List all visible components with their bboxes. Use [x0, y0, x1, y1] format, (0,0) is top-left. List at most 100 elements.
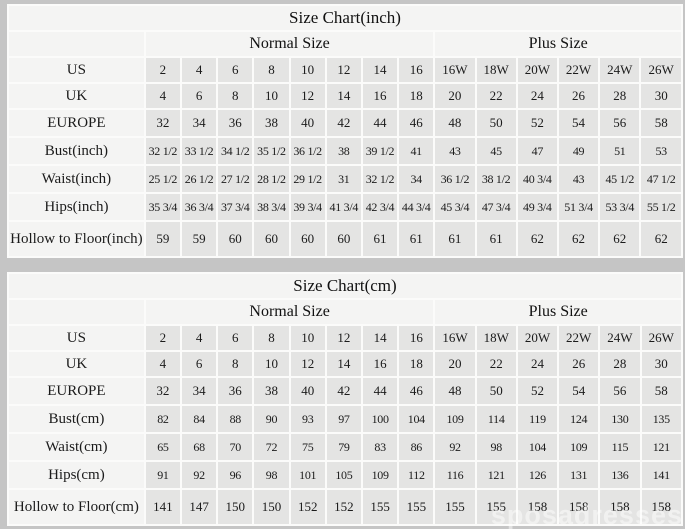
group-header-normal-size: Normal Size: [145, 32, 434, 56]
value-cell: 40 3/4: [517, 166, 557, 192]
value-cell: 34: [182, 378, 217, 404]
value-cell: 42 3/4: [362, 194, 398, 220]
value-cell: 26: [558, 84, 599, 108]
value-cell: 59: [145, 222, 180, 256]
value-cell: 6: [218, 326, 253, 350]
value-cell: 36 1/2: [290, 138, 325, 164]
value-cell: 50: [476, 378, 516, 404]
table-row: Hips(inch) 35 3/4 36 3/4 37 3/4 38 3/4 39 3/4…: [9, 194, 681, 220]
corner-cell: [9, 300, 144, 324]
value-cell: 20: [435, 84, 475, 108]
value-cell: 2: [145, 58, 180, 82]
value-cell: 31: [326, 166, 361, 192]
table-title: Size Chart(cm): [9, 274, 681, 298]
value-cell: 44: [363, 378, 398, 404]
value-cell: 26W: [641, 58, 681, 82]
value-cell: 54: [559, 378, 599, 404]
table-row: US 2 4 6 8 10 12 14 16 16W 18W 20W 22W 24W 26W: [9, 326, 681, 350]
value-cell: 8: [218, 352, 253, 376]
value-cell: 14: [363, 326, 398, 350]
value-cell: 93: [290, 406, 325, 432]
row-label: Hips(cm): [9, 462, 144, 488]
row-label: Bust(cm): [9, 406, 144, 432]
value-cell: 62: [517, 222, 557, 256]
table-row: Waist(inch) 25 1/2 26 1/2 27 1/2 28 1/2 29 1/…: [9, 166, 681, 192]
value-cell: 62: [558, 222, 599, 256]
value-cell: 45: [476, 138, 516, 164]
value-cell: 38 3/4: [254, 194, 289, 220]
value-cell: 126: [517, 462, 558, 488]
value-cell: 45 1/2: [600, 166, 640, 192]
row-label: UK: [9, 352, 144, 376]
value-cell: 24: [517, 84, 557, 108]
value-cell: 18W: [476, 326, 516, 350]
value-cell: 147: [182, 490, 217, 524]
value-cell: 6: [182, 352, 217, 376]
value-cell: 34: [399, 166, 434, 192]
value-cell: 141: [145, 490, 180, 524]
value-cell: 38: [326, 138, 361, 164]
value-cell: 30: [641, 352, 681, 376]
value-cell: 4: [145, 84, 180, 108]
value-cell: 104: [399, 406, 434, 432]
table-title-row: Size Chart(inch): [9, 6, 681, 30]
value-cell: 61: [476, 222, 516, 256]
value-cell: 24: [517, 352, 558, 376]
value-cell: 4: [181, 58, 217, 82]
value-cell: 41 3/4: [326, 194, 361, 220]
value-cell: 6: [181, 84, 217, 108]
value-cell: 42: [326, 378, 362, 404]
value-cell: 83: [363, 434, 398, 460]
value-cell: 51: [600, 138, 640, 164]
value-cell: 91: [145, 462, 180, 488]
value-cell: 12: [290, 84, 325, 108]
value-cell: 6: [218, 58, 253, 82]
value-cell: 46: [399, 378, 434, 404]
value-cell: 43: [558, 166, 599, 192]
value-cell: 32: [145, 378, 180, 404]
table-row: UK 4 6 8 10 12 14 16 18 20 22 24 26 28 30: [9, 352, 681, 376]
value-cell: 20W: [517, 58, 557, 82]
value-cell: 30: [641, 84, 681, 108]
value-cell: 38: [254, 378, 289, 404]
value-cell: 16: [362, 84, 398, 108]
table-row: Waist(cm) 65 68 70 72 75 79 83 86 92 98 104 109 115 12…: [9, 434, 681, 460]
value-cell: 115: [600, 434, 640, 460]
value-cell: 18: [399, 352, 434, 376]
row-label: Waist(inch): [9, 166, 144, 192]
value-cell: 92: [435, 434, 475, 460]
value-cell: 12: [290, 352, 325, 376]
value-cell: 35 1/2: [254, 138, 289, 164]
value-cell: 33 1/2: [181, 138, 217, 164]
value-cell: 40: [290, 110, 325, 136]
value-cell: 101: [290, 462, 325, 488]
group-header-plus-size: Plus Size: [435, 300, 681, 324]
value-cell: 150: [218, 490, 253, 524]
value-cell: 38 1/2: [476, 166, 516, 192]
value-cell: 40: [290, 378, 325, 404]
table-row: Bust(inch) 32 1/2 33 1/2 34 1/2 35 1/2 36 1/2…: [9, 138, 681, 164]
value-cell: 22: [476, 352, 516, 376]
value-cell: 136: [600, 462, 640, 488]
value-cell: 65: [145, 434, 180, 460]
value-cell: 56: [600, 378, 640, 404]
row-label: EUROPE: [9, 110, 144, 136]
value-cell: 43: [435, 138, 475, 164]
value-cell: 155: [399, 490, 434, 524]
table-row: EUROPE 32 34 36 38 40 42 44 46 48 50 52 54 56 58: [9, 110, 681, 136]
value-cell: 150: [254, 490, 289, 524]
value-cell: 61: [399, 222, 434, 256]
value-cell: 105: [326, 462, 362, 488]
value-cell: 50: [476, 110, 516, 136]
row-label: Hollow to Floor(inch): [9, 222, 144, 256]
value-cell: 28: [600, 84, 640, 108]
group-header-row: Normal Size Plus Size: [9, 300, 681, 324]
value-cell: 158: [517, 490, 558, 524]
value-cell: 158: [600, 490, 640, 524]
value-cell: 49 3/4: [517, 194, 557, 220]
value-cell: 44: [362, 110, 398, 136]
value-cell: 141: [641, 462, 681, 488]
value-cell: 16: [399, 326, 434, 350]
value-cell: 28 1/2: [254, 166, 289, 192]
value-cell: 45 3/4: [435, 194, 475, 220]
